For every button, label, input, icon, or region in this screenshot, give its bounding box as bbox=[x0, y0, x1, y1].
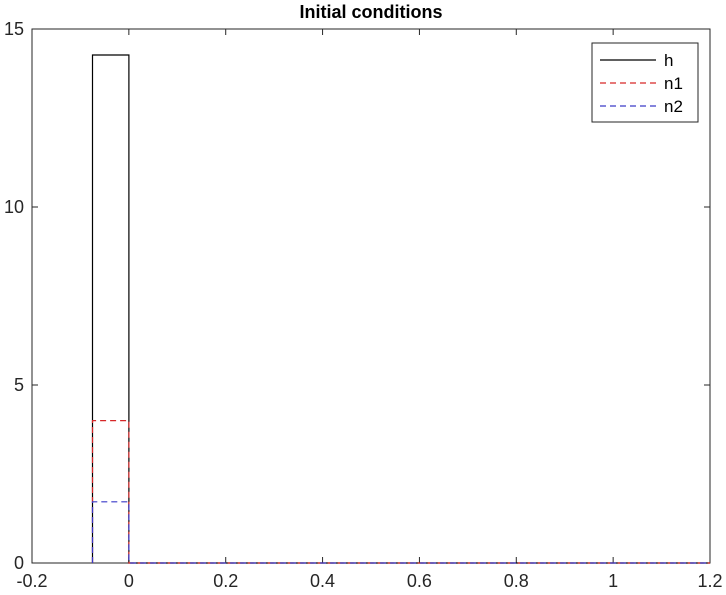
x-tick-label: 0.4 bbox=[310, 571, 335, 591]
x-tick-label: 0.8 bbox=[504, 571, 529, 591]
x-tick-label: 1 bbox=[608, 571, 618, 591]
series-line-n2 bbox=[91, 501, 710, 564]
chart-title: Initial conditions bbox=[300, 2, 443, 22]
legend-label-n1: n1 bbox=[664, 74, 683, 93]
y-tick-label: 15 bbox=[4, 19, 24, 39]
y-tick-label: 5 bbox=[14, 375, 24, 395]
y-tick-label: 10 bbox=[4, 197, 24, 217]
legend-label-n2: n2 bbox=[664, 97, 683, 116]
x-tick-label: -0.2 bbox=[16, 571, 47, 591]
legend-label-h: h bbox=[664, 51, 673, 70]
x-tick-label: 0.6 bbox=[407, 571, 432, 591]
x-tick-label: 0.2 bbox=[213, 571, 238, 591]
x-tick-label: 1.2 bbox=[697, 571, 722, 591]
x-tick-label: 0 bbox=[124, 571, 134, 591]
y-tick-label: 0 bbox=[14, 553, 24, 573]
